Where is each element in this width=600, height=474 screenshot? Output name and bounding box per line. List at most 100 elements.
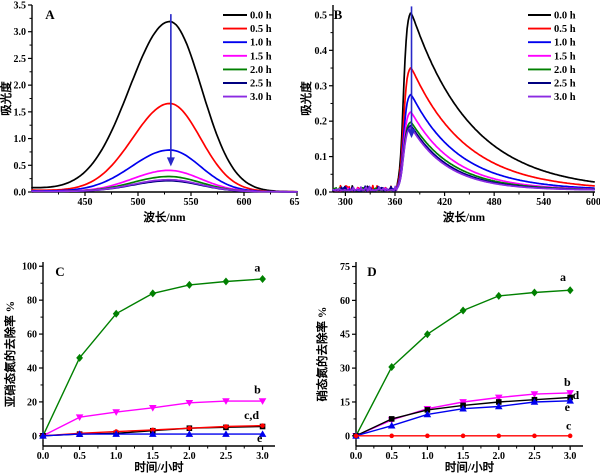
series-A-00h <box>31 20 298 193</box>
svg-text:1.5: 1.5 <box>14 107 27 118</box>
svg-text:亚硝态氮的去除率 %: 亚硝态氮的去除率 % <box>3 301 17 407</box>
svg-text:480: 480 <box>487 197 502 208</box>
svg-text:0.5 h: 0.5 h <box>554 24 576 35</box>
legend-B: 0.0 h 0.5 h 1.0 h 1.5 h 2.0 h 2.5 h 3.0 h <box>528 11 576 103</box>
svg-text:0.3: 0.3 <box>315 81 328 92</box>
panel-a: 450 500 550 600 650 0.0 0.5 1.0 1.5 2.0 2.5 3.0 3.5 波… <box>0 0 300 237</box>
svg-text:360: 360 <box>387 197 402 208</box>
svg-text:0.0: 0.0 <box>350 451 363 462</box>
svg-text:硝态氮的去除率 %: 硝态氮的去除率 % <box>315 307 329 402</box>
svg-text:3.0: 3.0 <box>564 451 577 462</box>
svg-text:600: 600 <box>586 197 600 208</box>
svg-text:吸光度: 吸光度 <box>0 81 13 116</box>
axes-D: 0.0 0.5 1.0 1.5 2.0 2.5 3.0 0 15 30 45 60 75 时间/小时 硝态氮… <box>315 262 583 474</box>
series-A-30h <box>31 178 298 193</box>
decrease-arrow-B <box>407 6 416 139</box>
legend-A: 0.0 h 0.5 h 1.0 h 1.5 h 2.0 h 2.5 h 3.0 h <box>223 11 272 103</box>
svg-text:450: 450 <box>78 197 93 208</box>
axes-A: 450 500 550 600 650 0.0 0.5 1.0 1.5 2.0 2.5 3.0 3.5 波… <box>0 1 300 225</box>
svg-text:0.5: 0.5 <box>14 161 27 172</box>
curve-label-b: b <box>254 382 261 396</box>
svg-text:650: 650 <box>290 197 301 208</box>
svg-text:波长/nm: 波长/nm <box>443 210 486 224</box>
svg-text:0.4: 0.4 <box>315 46 328 57</box>
series-D-c <box>353 433 573 439</box>
svg-text:0.0: 0.0 <box>315 188 328 199</box>
curve-label-b: b <box>564 375 571 389</box>
panel-a-chart: 450 500 550 600 650 0.0 0.5 1.0 1.5 2.0 2.5 3.0 3.5 波… <box>0 1 300 225</box>
svg-text:2.0 h: 2.0 h <box>554 65 576 76</box>
svg-text:1.0 h: 1.0 h <box>554 38 576 49</box>
svg-text:2.5 h: 2.5 h <box>250 79 272 90</box>
svg-text:600: 600 <box>237 197 252 208</box>
svg-text:C: C <box>55 264 64 279</box>
curve-label-e: e <box>565 400 571 414</box>
svg-text:0.0 h: 0.0 h <box>250 11 272 22</box>
series-C-a <box>39 274 266 440</box>
curve-label-c: c <box>566 419 572 433</box>
panel-b-chart: 300 360 420 480 540 600 0.0 0.1 0.2 0.3 0.4 0.5 波长/n… <box>300 5 600 224</box>
svg-text:A: A <box>45 7 55 22</box>
curve-label-d: d <box>573 388 580 402</box>
svg-text:时间/小时: 时间/小时 <box>134 460 184 474</box>
curve-label-a: a <box>560 270 566 284</box>
curve-label-c,d: c,d <box>244 408 259 422</box>
svg-text:500: 500 <box>131 197 146 208</box>
svg-text:60: 60 <box>27 330 37 341</box>
svg-text:D: D <box>367 264 376 279</box>
svg-text:1.5: 1.5 <box>147 451 160 462</box>
svg-text:B: B <box>334 7 343 22</box>
svg-text:20: 20 <box>27 397 37 408</box>
svg-text:0.5: 0.5 <box>315 10 328 21</box>
svg-text:0.5: 0.5 <box>385 451 398 462</box>
curve-label-a: a <box>254 260 260 274</box>
decrease-arrow-A <box>166 14 175 167</box>
svg-text:0.0: 0.0 <box>37 451 50 462</box>
svg-text:2.0: 2.0 <box>493 451 506 462</box>
panel-b: 300 360 420 480 540 600 0.0 0.1 0.2 0.3 0.4 0.5 波长/n… <box>300 0 600 237</box>
svg-text:100: 100 <box>22 262 37 273</box>
svg-text:40: 40 <box>27 363 37 374</box>
svg-text:3.0 h: 3.0 h <box>250 92 272 103</box>
svg-text:1.0: 1.0 <box>421 451 434 462</box>
curve-label-e: e <box>257 431 263 445</box>
svg-text:0.5 h: 0.5 h <box>250 24 272 35</box>
svg-text:1.5 h: 1.5 h <box>250 51 272 62</box>
svg-text:3.5: 3.5 <box>14 1 27 12</box>
svg-text:60: 60 <box>340 296 350 307</box>
series-B-30h <box>332 126 595 192</box>
svg-text:1.5: 1.5 <box>457 451 470 462</box>
svg-text:1.5 h: 1.5 h <box>554 51 576 62</box>
panel-c: 0.0 0.5 1.0 1.5 2.0 2.5 3.0 0 20 40 60 80 100 时间/小时 亚硝… <box>0 237 300 474</box>
svg-text:45: 45 <box>340 330 350 341</box>
svg-text:0.2: 0.2 <box>315 117 328 128</box>
svg-text:3.0: 3.0 <box>256 451 269 462</box>
svg-text:0: 0 <box>32 431 37 442</box>
series-B-15h <box>332 111 595 192</box>
svg-text:2.0: 2.0 <box>14 81 27 92</box>
axes-B: 300 360 420 480 540 600 0.0 0.1 0.2 0.3 0.4 0.5 波长/n… <box>300 5 600 224</box>
axes-C: 0.0 0.5 1.0 1.5 2.0 2.5 3.0 0 20 40 60 80 100 时间/小时 亚硝… <box>3 262 275 474</box>
svg-text:0.0: 0.0 <box>14 188 27 199</box>
svg-text:420: 420 <box>437 197 452 208</box>
svg-text:3.0: 3.0 <box>14 27 27 38</box>
svg-text:2.5: 2.5 <box>220 451 233 462</box>
panel-d-chart: 0.0 0.5 1.0 1.5 2.0 2.5 3.0 0 15 30 45 60 75 时间/小时 硝态氮… <box>315 262 583 474</box>
svg-text:300: 300 <box>338 197 353 208</box>
svg-text:15: 15 <box>340 397 350 408</box>
svg-text:1.0 h: 1.0 h <box>250 38 272 49</box>
panel-c-chart: 0.0 0.5 1.0 1.5 2.0 2.5 3.0 0 20 40 60 80 100 时间/小时 亚硝… <box>3 260 275 474</box>
svg-text:30: 30 <box>340 364 350 375</box>
svg-text:1.0: 1.0 <box>14 134 27 145</box>
svg-text:0.5: 0.5 <box>73 451 86 462</box>
svg-text:2.0: 2.0 <box>183 451 196 462</box>
svg-text:0.0 h: 0.0 h <box>554 11 576 22</box>
series-B-20h <box>332 121 595 192</box>
svg-text:2.5 h: 2.5 h <box>554 79 576 90</box>
svg-text:波长/nm: 波长/nm <box>143 210 186 224</box>
svg-text:时间/小时: 时间/小时 <box>445 460 495 474</box>
series-C-e <box>39 430 267 439</box>
svg-text:2.5: 2.5 <box>14 54 27 65</box>
series-D-a <box>352 286 574 440</box>
